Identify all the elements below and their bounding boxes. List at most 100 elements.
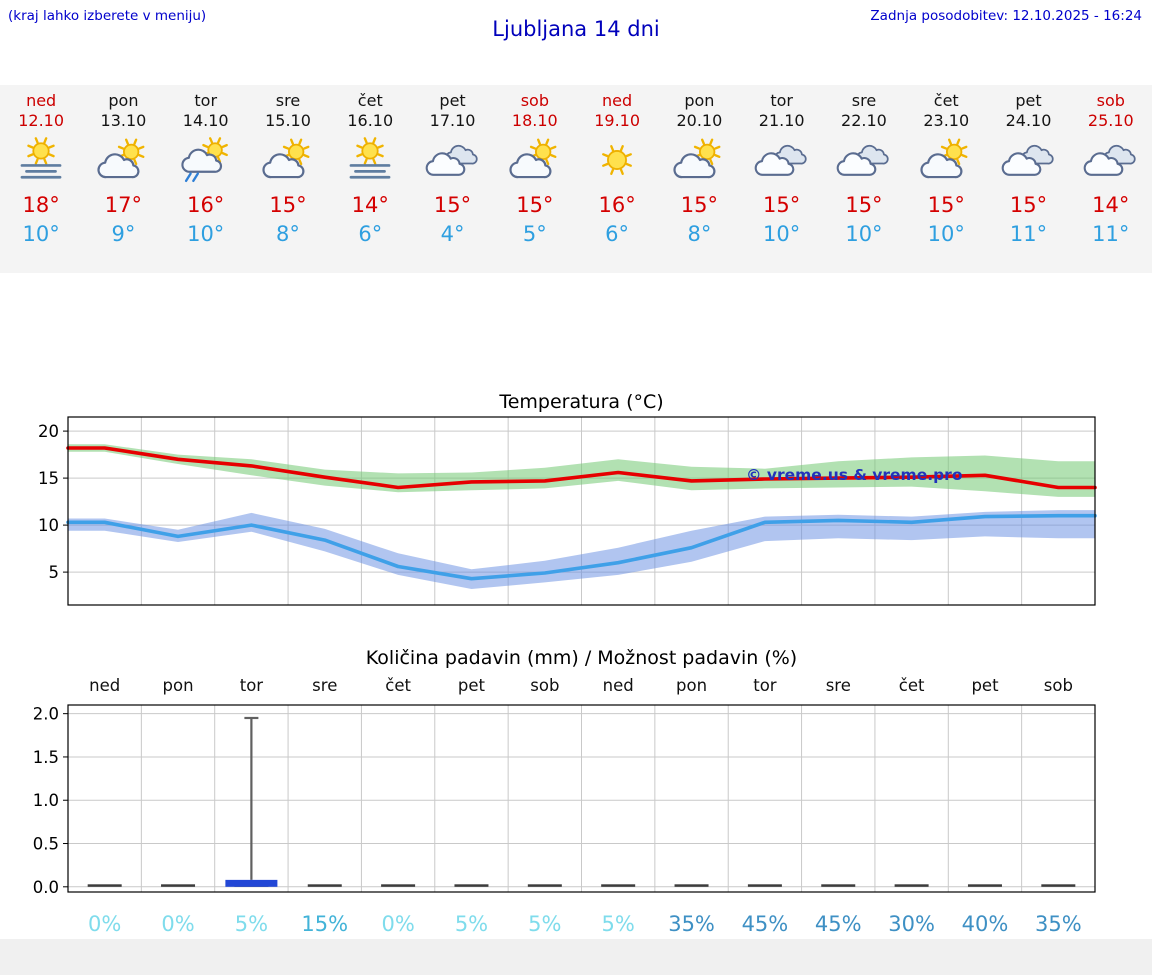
precip-probability: 0% — [161, 912, 195, 936]
day-icon-wrap — [658, 136, 740, 184]
forecast-day-15.10: sre 15.10 15° 8° — [247, 91, 329, 273]
precip-zero-mark — [527, 884, 562, 887]
day-icon-wrap — [247, 136, 329, 184]
watermark: © vreme.us & vreme.pro — [746, 466, 962, 484]
day-date: 22.10 — [841, 111, 887, 130]
precip-plot-border — [67, 704, 1096, 893]
precip-zero-mark — [161, 884, 196, 887]
day-low-temp: 4° — [440, 222, 465, 246]
day-date: 21.10 — [758, 111, 805, 130]
day-name: pon — [108, 91, 139, 110]
sun-fog-icon — [349, 137, 391, 179]
day-name: tor — [770, 91, 793, 110]
day-name: pet — [439, 91, 466, 110]
precip-ytick-label: 2.0 — [33, 705, 59, 724]
precip-day-label: sob — [1043, 676, 1073, 695]
precipitation-chart-title: Količina padavin (mm) / Možnost padavin … — [365, 647, 798, 669]
day-icon-wrap — [329, 136, 411, 184]
day-high-temp: 14° — [1092, 193, 1130, 217]
precip-zero-mark — [601, 884, 636, 887]
precip-zero-mark — [967, 884, 1002, 887]
precip-day-label: pet — [971, 676, 999, 695]
temperature-chart-title: Temperatura (°C) — [499, 391, 664, 413]
forecast-day-12.10: ned 12.10 18° 10° — [0, 91, 82, 273]
forecast-day-13.10: pon 13.10 17° 9° — [82, 91, 164, 273]
day-date: 18.10 — [511, 111, 558, 130]
day-low-temp: 10° — [187, 222, 225, 246]
temp-ytick-label: 15 — [38, 469, 59, 488]
cloudy-icon — [1083, 144, 1136, 176]
forecast-day-24.10: pet 24.10 15° 11° — [987, 91, 1069, 273]
precip-day-label: ned — [602, 676, 634, 695]
day-icon-wrap — [987, 136, 1069, 184]
temp-plot-border — [67, 416, 1096, 606]
day-low-temp: 6° — [358, 222, 383, 246]
day-name: pet — [1015, 91, 1042, 110]
temp-range-bands — [68, 444, 1095, 589]
precip-probability: 35% — [1035, 912, 1082, 936]
day-icon-wrap — [411, 136, 493, 184]
page-title: Ljubljana 14 dni — [492, 17, 660, 41]
forecast-strip: ned 12.10 18° 10° pon 13.10 17° 9° tor 14.10 16° 10… — [0, 85, 1152, 273]
day-high-temp: 15° — [269, 193, 307, 217]
day-date: 24.10 — [1005, 111, 1052, 130]
temp-ytick-label: 10 — [38, 516, 59, 535]
day-name: sob — [1096, 91, 1125, 110]
day-icon-wrap — [494, 136, 576, 184]
day-icon-wrap — [82, 136, 164, 184]
precip-zero-mark — [307, 884, 342, 887]
precip-ytick-label: 0.5 — [33, 835, 59, 854]
day-high-temp: 18° — [22, 193, 60, 217]
precip-day-label: sre — [312, 676, 338, 695]
precip-probability: 35% — [668, 912, 715, 936]
day-name: sre — [851, 91, 877, 110]
partly-cloudy-icon — [920, 138, 968, 179]
day-high-temp: 16° — [187, 193, 225, 217]
precip-zero-mark — [674, 884, 709, 887]
day-date: 19.10 — [594, 111, 641, 130]
temp-ytick-label: 5 — [49, 563, 60, 582]
partly-cloudy-icon — [97, 138, 145, 179]
forecast-day-17.10: pet 17.10 15° 4° — [411, 91, 493, 273]
day-icon-wrap — [1070, 136, 1152, 184]
day-name: ned — [26, 91, 57, 110]
day-date: 12.10 — [18, 111, 65, 130]
min-temp-line — [66, 513, 1097, 581]
temp-ytick-label: 20 — [38, 422, 59, 441]
precip-zero-mark — [821, 884, 856, 887]
day-name: ned — [602, 91, 633, 110]
day-icon-wrap — [905, 136, 987, 184]
precip-probability: 0% — [381, 912, 415, 936]
forecast-day-22.10: sre 22.10 15° 10° — [823, 91, 905, 273]
cloudy-icon — [754, 144, 807, 176]
forecast-day-19.10: ned 19.10 16° 6° — [576, 91, 658, 273]
day-high-temp: 14° — [351, 193, 389, 217]
day-date: 16.10 — [347, 111, 394, 130]
day-icon-wrap — [576, 136, 658, 184]
day-name: čet — [357, 91, 383, 110]
precip-day-label: sre — [825, 676, 851, 695]
min-temp-range-band — [68, 510, 1095, 589]
day-low-temp: 6° — [605, 222, 630, 246]
day-high-temp: 17° — [104, 193, 143, 217]
precip-zero-mark — [894, 884, 929, 887]
precip-day-label: pet — [457, 676, 486, 695]
precip-day-label: pon — [162, 676, 194, 695]
precip-day-label: tor — [753, 676, 777, 695]
forecast-day-20.10: pon 20.10 15° 8° — [658, 91, 740, 273]
day-low-temp: 8° — [687, 222, 712, 246]
precip-probability: 45% — [741, 912, 789, 936]
precip-probability-row: 0% 0% 5% 15% 0% 5% 5% 5% 35% 45% 45% 30% 40% 35% — [68, 910, 1095, 938]
precip-gridlines — [68, 705, 1095, 892]
day-high-temp: 15° — [845, 193, 883, 217]
day-low-temp: 10° — [845, 222, 883, 246]
precip-ytick-label: 1.5 — [33, 748, 59, 767]
day-icon-wrap — [0, 136, 82, 184]
precip-probability: 5% — [601, 912, 635, 936]
precip-day-label: pon — [676, 676, 708, 695]
max-temp-line — [66, 446, 1097, 490]
day-high-temp: 15° — [516, 193, 554, 217]
day-icon-wrap — [165, 136, 247, 184]
precip-probability: 40% — [961, 912, 1009, 936]
day-icon-wrap — [823, 136, 905, 184]
